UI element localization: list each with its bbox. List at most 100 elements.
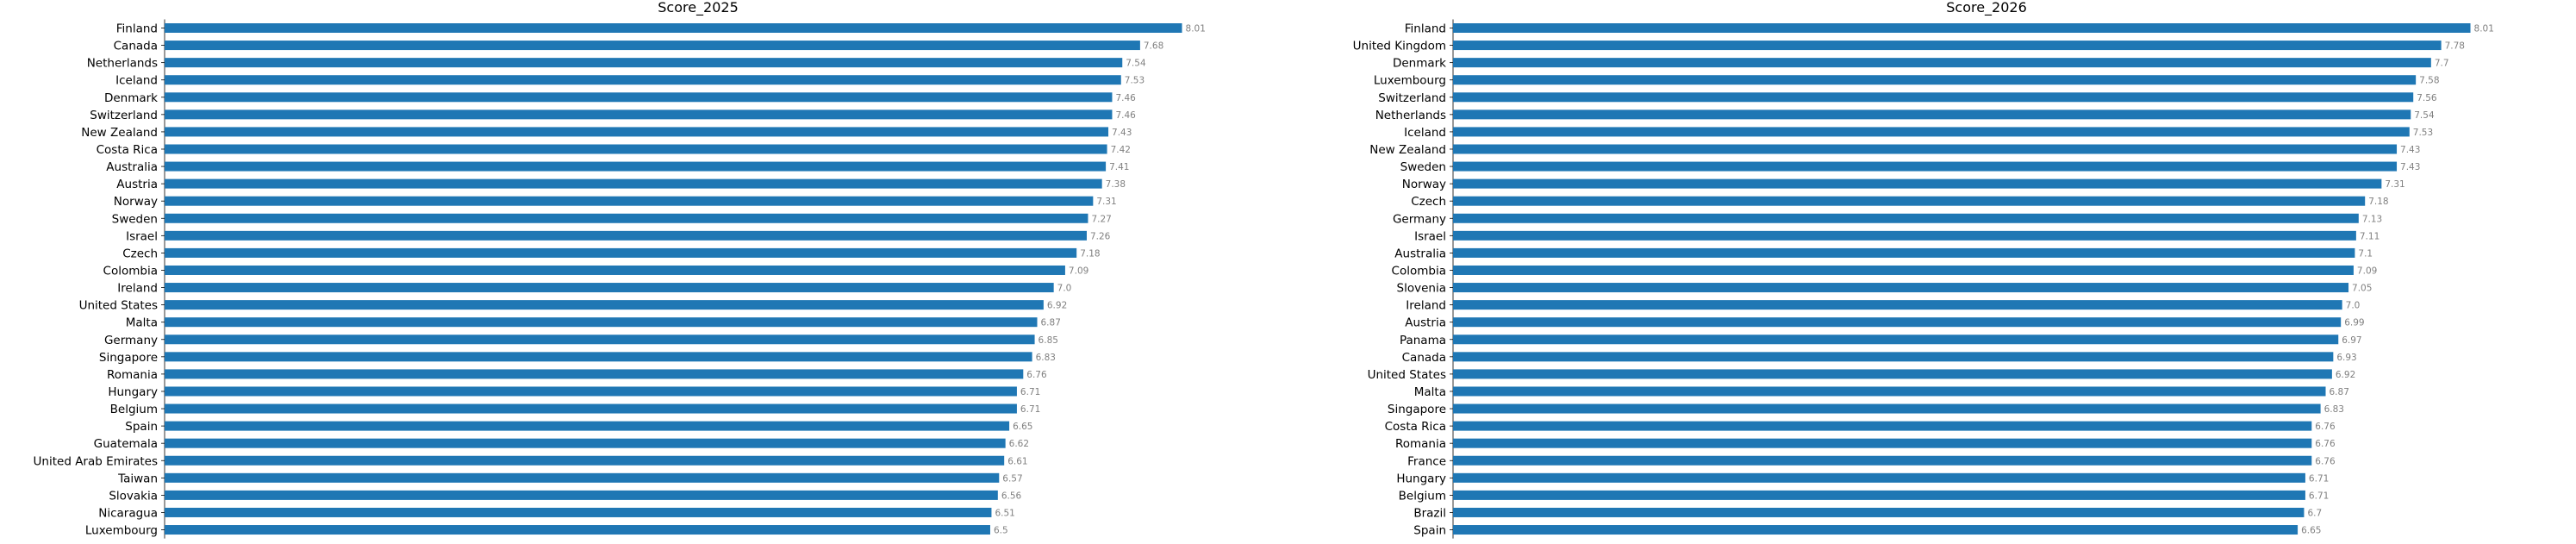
value-label: 8.01 bbox=[1186, 24, 1206, 34]
value-label: 6.62 bbox=[1009, 439, 1029, 449]
bar bbox=[165, 317, 1038, 328]
bar bbox=[165, 144, 1107, 154]
category-label: United States bbox=[79, 299, 158, 313]
bar bbox=[1453, 196, 2366, 206]
category-label: Netherlands bbox=[1375, 109, 1446, 122]
bar bbox=[1453, 58, 2431, 68]
bar bbox=[165, 421, 1010, 431]
bar bbox=[165, 75, 1121, 85]
value-label: 7.54 bbox=[2414, 110, 2435, 121]
value-label: 6.87 bbox=[1041, 318, 1061, 328]
category-label: Panama bbox=[1400, 334, 1446, 347]
bar bbox=[1453, 421, 2312, 431]
bar bbox=[165, 369, 1024, 379]
category-label: Iceland bbox=[1404, 126, 1446, 140]
value-label: 6.93 bbox=[2336, 353, 2356, 363]
value-label: 6.71 bbox=[1020, 387, 1040, 397]
bar bbox=[1453, 265, 2354, 275]
bar bbox=[1453, 386, 2326, 397]
bar bbox=[1453, 230, 2356, 241]
value-label: 7.43 bbox=[2400, 162, 2420, 172]
value-label: 7.09 bbox=[1069, 266, 1088, 276]
bar bbox=[165, 178, 1102, 189]
value-label: 7.53 bbox=[2413, 128, 2433, 138]
value-label: 7.31 bbox=[2385, 179, 2404, 190]
category-label: Switzerland bbox=[1378, 91, 1446, 105]
bar bbox=[1453, 109, 2411, 120]
category-label: Switzerland bbox=[90, 109, 158, 122]
value-label: 8.01 bbox=[2474, 24, 2494, 34]
category-label: Sweden bbox=[112, 212, 158, 226]
bar bbox=[1453, 23, 2471, 33]
value-label: 6.87 bbox=[2330, 387, 2349, 397]
bar bbox=[1453, 490, 2305, 500]
value-label: 6.97 bbox=[2342, 335, 2361, 346]
value-label: 7.53 bbox=[1125, 76, 1145, 86]
bar bbox=[1453, 369, 2332, 379]
bar bbox=[165, 335, 1035, 345]
bar bbox=[165, 455, 1005, 466]
value-label: 7.46 bbox=[1115, 93, 1136, 103]
value-label: 7.09 bbox=[2357, 266, 2377, 276]
bar bbox=[1453, 127, 2410, 137]
bar bbox=[165, 23, 1182, 33]
bar bbox=[165, 58, 1123, 68]
value-label: 7.1 bbox=[2358, 248, 2373, 259]
bar bbox=[1453, 352, 2334, 362]
bar bbox=[165, 92, 1113, 103]
bar bbox=[1453, 438, 2312, 448]
bar bbox=[165, 300, 1044, 310]
value-label: 7.54 bbox=[1126, 59, 1146, 69]
value-label: 7.68 bbox=[1144, 41, 1163, 52]
category-label: Colombia bbox=[1392, 264, 1446, 278]
category-label: Sweden bbox=[1400, 160, 1446, 174]
category-label: New Zealand bbox=[81, 126, 158, 140]
value-label: 7.11 bbox=[2360, 231, 2380, 241]
bar bbox=[165, 127, 1109, 137]
value-label: 7.0 bbox=[1057, 284, 1072, 294]
value-label: 6.57 bbox=[1002, 473, 1022, 484]
value-label: 6.71 bbox=[1020, 404, 1040, 415]
value-label: 6.76 bbox=[2315, 439, 2336, 449]
bar bbox=[165, 196, 1094, 206]
category-label: Norway bbox=[114, 195, 158, 209]
category-label: Australia bbox=[1394, 247, 1446, 260]
bar bbox=[165, 490, 998, 500]
bar bbox=[165, 247, 1077, 258]
bar bbox=[165, 161, 1107, 172]
category-label: Taiwan bbox=[117, 472, 158, 485]
category-label: Netherlands bbox=[87, 57, 158, 71]
value-label: 6.99 bbox=[2344, 318, 2364, 328]
bar bbox=[165, 352, 1032, 362]
category-label: Nicaragua bbox=[98, 506, 158, 520]
category-label: Denmark bbox=[1393, 57, 1446, 71]
category-label: United Kingdom bbox=[1353, 40, 1446, 53]
category-label: Slovenia bbox=[1397, 282, 1446, 296]
category-label: New Zealand bbox=[1369, 143, 1446, 157]
chart-panel-2: Score_2026 Finland 8.01 United Kingdom 7.78 D… bbox=[1353, 0, 2494, 539]
value-label: 6.85 bbox=[1039, 335, 1058, 346]
value-label: 6.92 bbox=[2336, 370, 2355, 380]
category-label: Spain bbox=[125, 420, 158, 434]
bar bbox=[1453, 455, 2312, 466]
category-label: Colombia bbox=[103, 264, 158, 278]
category-label: Israel bbox=[126, 229, 158, 243]
category-label: Austria bbox=[116, 178, 158, 191]
bar bbox=[1453, 247, 2355, 258]
value-label: 7.26 bbox=[1090, 231, 1111, 241]
value-label: 6.92 bbox=[1047, 301, 1067, 311]
value-label: 7.7 bbox=[2435, 59, 2449, 69]
category-label: Hungary bbox=[1396, 472, 1446, 485]
bar bbox=[165, 41, 1140, 51]
value-label: 7.43 bbox=[2400, 145, 2420, 155]
category-label: Germany bbox=[104, 334, 158, 347]
value-label: 7.13 bbox=[2362, 214, 2382, 224]
category-label: Austria bbox=[1405, 316, 1446, 330]
value-label: 6.65 bbox=[1013, 422, 1032, 432]
bar bbox=[1453, 525, 2298, 535]
category-label: Canada bbox=[1402, 351, 1446, 365]
category-label: Norway bbox=[1402, 178, 1446, 191]
bar bbox=[165, 265, 1065, 275]
category-label: Costa Rica bbox=[97, 143, 158, 157]
